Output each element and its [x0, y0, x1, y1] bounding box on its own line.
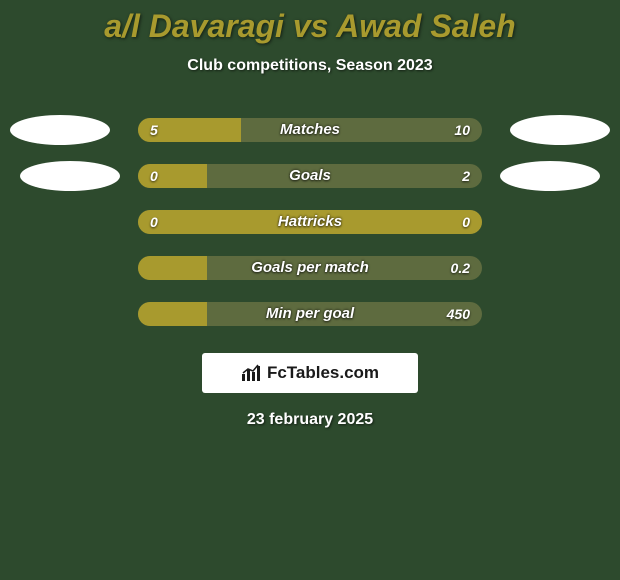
stat-label: Matches — [138, 118, 482, 142]
stat-row: Goals per match0.2 — [0, 253, 620, 299]
stat-value-left: 0 — [150, 210, 158, 234]
stat-bar: Matches5 10 — [138, 118, 482, 142]
stat-value-right: 0 — [462, 210, 470, 234]
stat-value-left: 0 — [150, 164, 158, 188]
stat-bar: Goals per match0.2 — [138, 256, 482, 280]
stat-value-right: 2 — [462, 164, 470, 188]
stat-value-right: 450 — [447, 302, 470, 326]
stat-row: Hattricks0 0 — [0, 207, 620, 253]
stat-label: Goals — [138, 164, 482, 188]
stat-bar: Hattricks0 0 — [138, 210, 482, 234]
player-marker-left — [20, 161, 120, 191]
stat-label: Hattricks — [138, 210, 482, 234]
logo-text: FcTables.com — [267, 363, 379, 383]
logo-box: FcTables.com — [202, 353, 418, 393]
player-marker-left — [10, 115, 110, 145]
stat-row: Min per goal450 — [0, 299, 620, 345]
stat-bar: Goals0 2 — [138, 164, 482, 188]
stat-value-right: 10 — [454, 118, 470, 142]
player-marker-right — [500, 161, 600, 191]
stat-value-right: 0.2 — [451, 256, 470, 280]
subtitle: Club competitions, Season 2023 — [0, 57, 620, 75]
page-title: a/l Davaragi vs Awad Saleh — [0, 0, 620, 45]
player-marker-right — [510, 115, 610, 145]
chart-area: Matches510Goals02Hattricks00Goals per ma… — [0, 115, 620, 345]
infographic-root: a/l Davaragi vs Awad Saleh Club competit… — [0, 0, 620, 580]
stat-row: Matches5 10 — [0, 115, 620, 161]
stat-value-left: 5 — [150, 118, 158, 142]
stat-label: Min per goal — [138, 302, 482, 326]
logo: FcTables.com — [241, 363, 379, 383]
date-text: 23 february 2025 — [0, 411, 620, 429]
bars-icon — [241, 364, 263, 382]
stat-label: Goals per match — [138, 256, 482, 280]
stat-bar: Min per goal450 — [138, 302, 482, 326]
stat-row: Goals0 2 — [0, 161, 620, 207]
